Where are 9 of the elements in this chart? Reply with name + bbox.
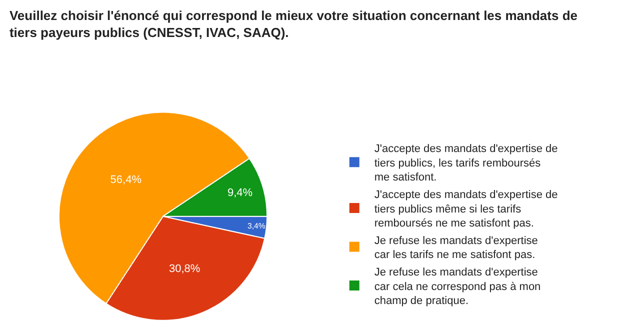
legend-label: J'accepte des mandats d'expertise de tiers publics même si les tarifs remboursés ne me satisfont pas. — [374, 189, 558, 230]
legend-label: J'accepte des mandats d'expertise de tiers publics, les tarifs remboursés me satisfont. — [374, 143, 558, 184]
data-label: 9,4% — [227, 186, 253, 199]
legend-label: Je refuse les mandats d'expertise car cela ne correspond pas à mon champ de pratique. — [374, 266, 541, 308]
data-label: 3,4% — [247, 222, 266, 231]
data-label: 56,4% — [110, 174, 142, 186]
chart-title: Veuillez choisir l'énoncé qui correspond le mieux votre situation concernant les mandats de tiers payeurs publics (CNESST, IVAC, SAAQ). — [9, 8, 578, 40]
data-label: 30,8% — [168, 263, 200, 276]
legend-label: Je refuse les mandats d'expertise car les tarifs ne me satisfont pas. — [374, 234, 538, 262]
